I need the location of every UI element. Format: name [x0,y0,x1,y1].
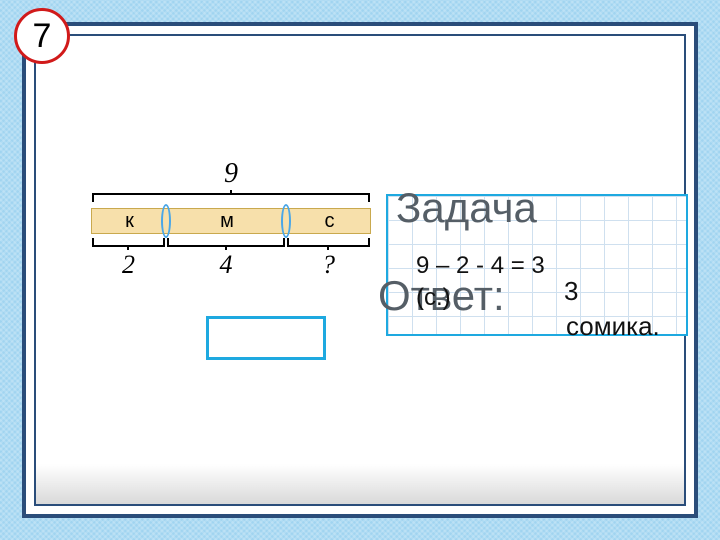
sub-bracket-2 [166,236,286,250]
sub-bracket-1 [91,236,166,250]
total-label: 9 [91,158,371,190]
inner-frame: 9 к м с 2 4 ? [34,34,686,506]
segment-bar: к м с [91,208,371,234]
segment-3-letter: с [287,209,372,233]
segment-1-letter: к [92,209,167,233]
answer-word: сомика. [566,311,660,342]
answer-number: 3 [564,276,578,307]
divider-oval-1 [161,204,171,238]
divider-oval-2 [281,204,291,238]
segment-1-value: 2 [91,250,166,280]
top-bracket [91,190,371,204]
segment-2-value: 4 [166,250,286,280]
bottom-shadow [36,464,684,504]
task-title: Задача [396,184,537,232]
empty-box [206,316,326,360]
problem-number: 7 [33,17,52,56]
st-text: (с.) [416,284,451,312]
segment-2-letter: м [167,209,287,233]
problem-number-badge: 7 [14,8,70,64]
segment-3-value: ? [286,250,371,280]
segment-diagram: 9 к м с 2 4 ? [91,186,371,306]
sub-bracket-3 [286,236,371,250]
outer-frame: 9 к м с 2 4 ? [22,22,698,518]
